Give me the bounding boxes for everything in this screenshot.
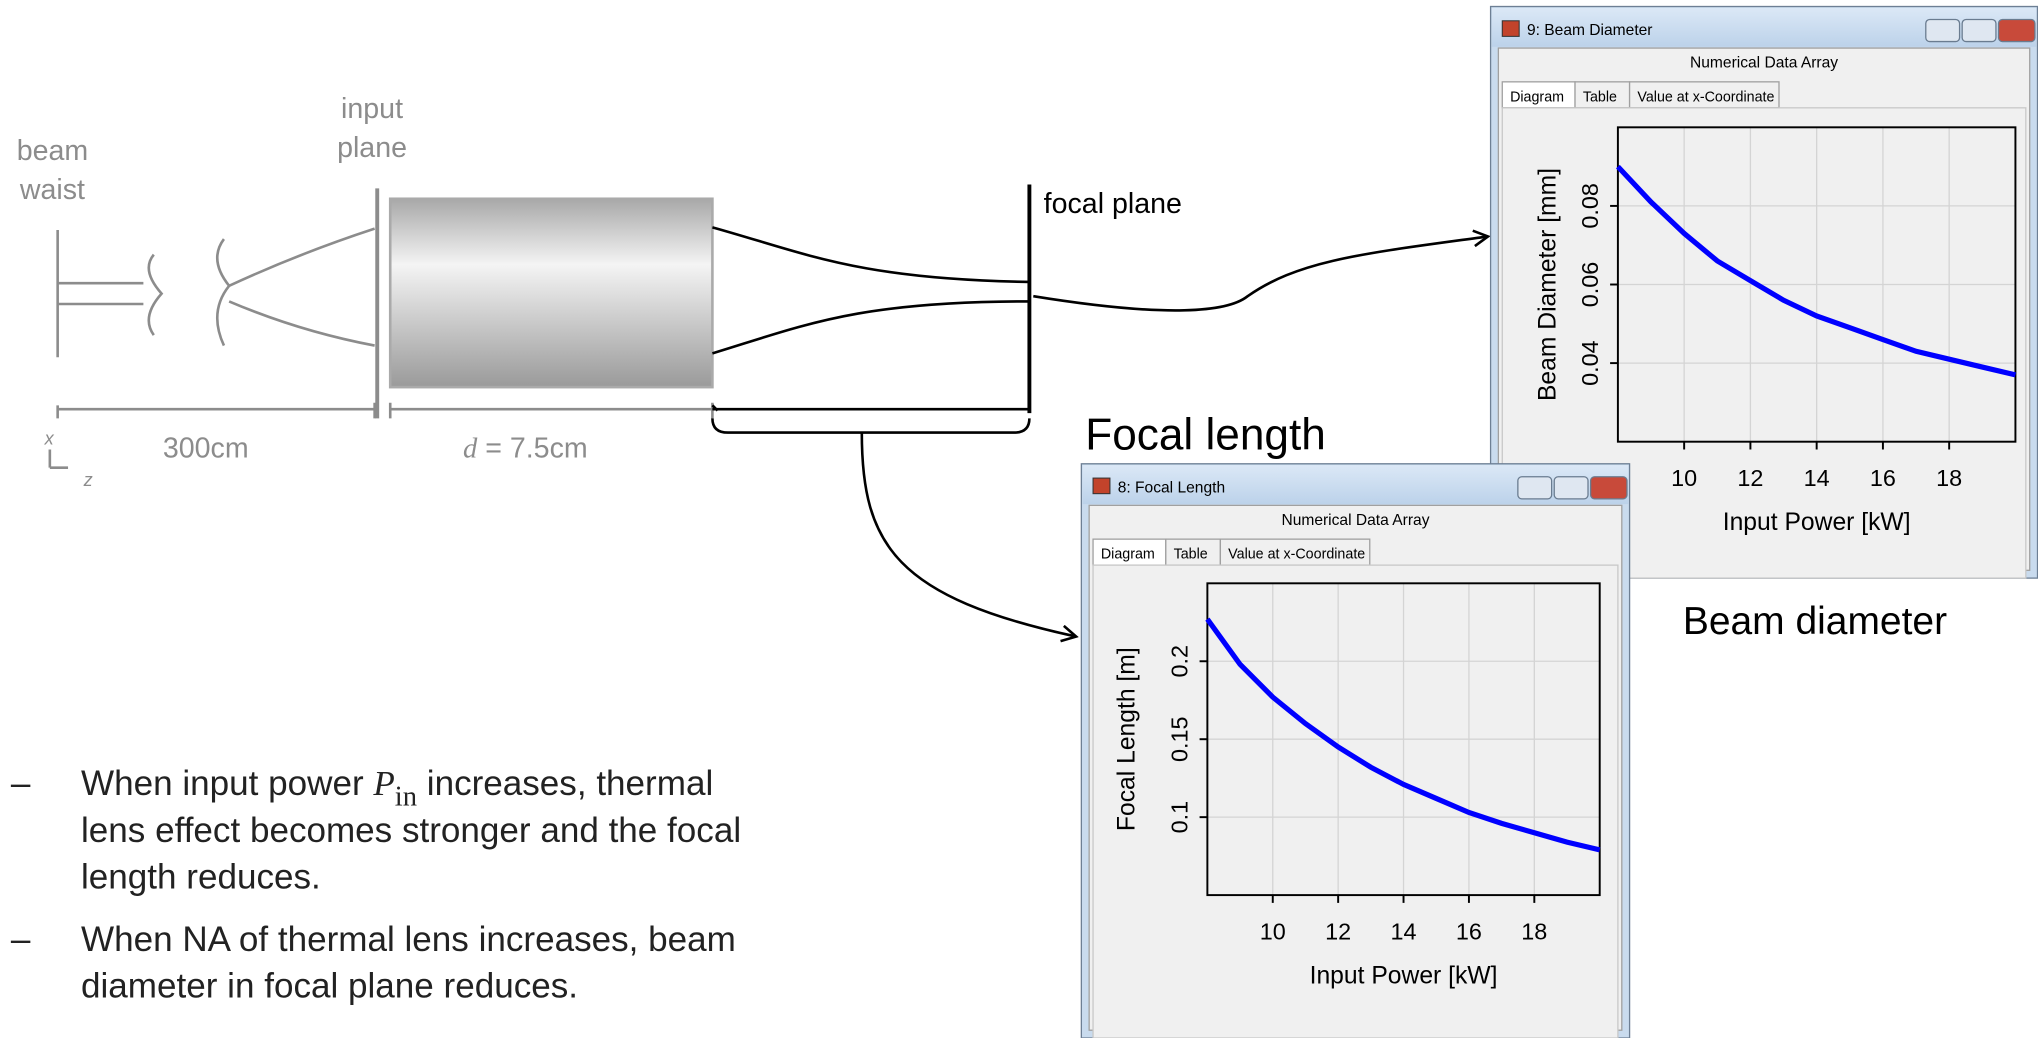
- y-axis-label: Focal Length [m]: [1114, 647, 1141, 831]
- window-button: [1997, 18, 2036, 43]
- plot-frame: [1206, 582, 1601, 897]
- y-tick-label: 0.2: [1167, 645, 1193, 678]
- tab: [1574, 81, 1631, 109]
- length-label: d = 7.5cm: [463, 432, 588, 464]
- window-button: [1517, 476, 1553, 500]
- length-variable: d: [463, 433, 478, 464]
- window-icon: [1501, 20, 1520, 37]
- chart-caption: Focal length: [1085, 410, 1326, 459]
- tab-label: Table: [1583, 89, 1617, 105]
- tab: [1501, 81, 1576, 109]
- note-subscript: in: [395, 781, 417, 812]
- focal-plane-label: focal plane: [1044, 188, 1182, 220]
- axis-x-label: x: [44, 428, 55, 448]
- window-title: 9: Beam Diameter: [1527, 22, 1653, 39]
- optical-diagram: [48, 188, 714, 469]
- note-symbol: P: [372, 764, 394, 803]
- x-axis-label: Input Power [kW]: [1723, 509, 1911, 536]
- notes: – When input power Pin increases, thermal…: [11, 764, 741, 1006]
- tab: [1219, 538, 1371, 566]
- note-line: When input power Pin increases, thermal: [81, 764, 713, 812]
- x-axis-label: Input Power [kW]: [1310, 962, 1498, 989]
- data-line: [1615, 164, 2017, 378]
- tab-panel: [1092, 564, 1619, 1038]
- note-line: length reduces.: [81, 858, 321, 897]
- note-marker: –: [11, 920, 31, 959]
- beam-lines: [711, 184, 1488, 636]
- tab-label: Value at x-Coordinate: [1228, 547, 1365, 563]
- x-tick-label: 10: [1260, 918, 1286, 944]
- note-marker: –: [11, 764, 31, 803]
- note-text: lens effect becomes stronger and the foc…: [81, 811, 741, 850]
- subtitle: Numerical Data Array: [1281, 512, 1429, 529]
- input-plane-label: plane: [337, 132, 407, 164]
- x-tick-label: 16: [1870, 465, 1896, 491]
- subtitle: Numerical Data Array: [1690, 55, 1838, 72]
- chart-window: 8: Focal Length Numerical Data Array Diagr…: [1080, 463, 1631, 1038]
- note-line: lens effect becomes stronger and the foc…: [81, 811, 741, 850]
- x-tick-label: 10: [1671, 465, 1697, 491]
- note-text: When NA of thermal lens increases, beam: [81, 920, 736, 959]
- y-tick-label: 0.15: [1167, 716, 1193, 762]
- chart-caption: Beam diameter: [1683, 600, 1947, 643]
- x-tick-label: 14: [1804, 465, 1830, 491]
- length-value: = 7.5cm: [477, 432, 587, 464]
- window-button: [1961, 18, 1997, 43]
- chart-window: 9: Beam Diameter Numerical Data Array Diag…: [1489, 5, 2038, 579]
- tab-label: Value at x-Coordinate: [1637, 89, 1774, 105]
- x-tick-label: 12: [1325, 918, 1351, 944]
- input-plane-label: input: [341, 93, 403, 125]
- window-button: [1589, 476, 1628, 500]
- y-tick-label: 0.06: [1577, 262, 1603, 307]
- note-text: When input power: [81, 764, 373, 803]
- distance-label: 300cm: [163, 432, 249, 464]
- y-axis-label: Beam Diameter [mm]: [1535, 168, 1562, 401]
- y-tick-label: 0.08: [1577, 183, 1603, 228]
- note-text: diameter in focal plane reduces.: [81, 967, 578, 1006]
- data-line: [1205, 617, 1601, 853]
- window-button: [1553, 476, 1589, 500]
- tab-label: Table: [1174, 547, 1208, 563]
- tab-label: Diagram: [1510, 89, 1564, 105]
- x-tick-label: 18: [1521, 918, 1547, 944]
- tab: [1628, 81, 1780, 109]
- axis-z-label: z: [83, 470, 93, 490]
- y-tick-label: 0.1: [1167, 801, 1193, 833]
- note-text: length reduces.: [81, 858, 321, 897]
- x-tick-label: 14: [1391, 918, 1417, 944]
- x-tick-label: 18: [1936, 465, 1962, 491]
- note-line: When NA of thermal lens increases, beam: [81, 920, 736, 959]
- note-text: increases, thermal: [417, 764, 713, 803]
- window-title: 8: Focal Length: [1118, 479, 1225, 496]
- window-icon: [1092, 477, 1111, 495]
- plot-frame: [1616, 126, 2017, 443]
- note-line: diameter in focal plane reduces.: [81, 967, 578, 1006]
- beam-waist-label: beam: [17, 135, 89, 167]
- beam-waist-label: waist: [19, 174, 85, 206]
- x-tick-label: 12: [1737, 465, 1763, 491]
- window-button: [1925, 18, 1961, 43]
- x-tick-label: 16: [1456, 918, 1482, 944]
- y-tick-label: 0.04: [1577, 340, 1603, 385]
- tab-label: Diagram: [1101, 547, 1155, 563]
